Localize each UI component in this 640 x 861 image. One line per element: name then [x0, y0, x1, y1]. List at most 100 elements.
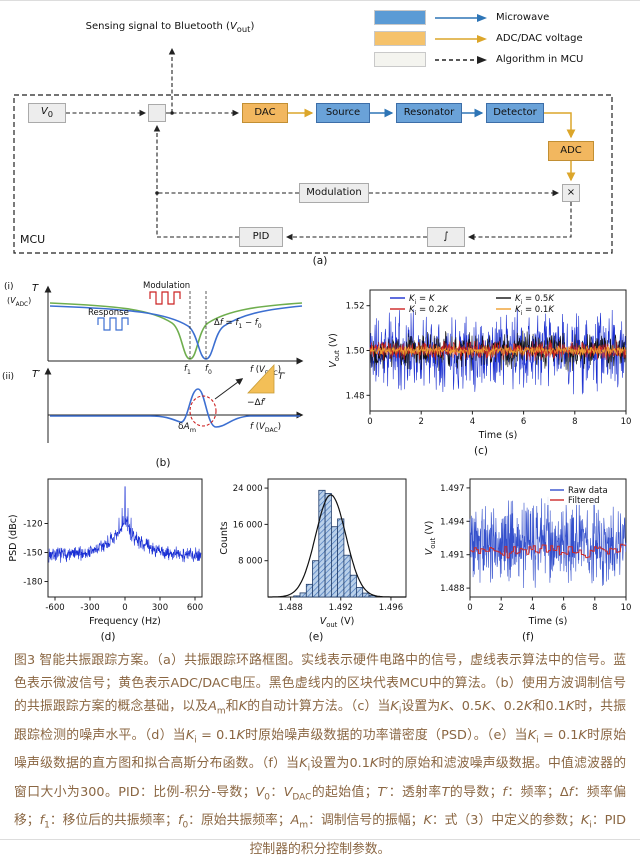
x-tick-label: 2 — [498, 603, 503, 613]
f-axis-label: f (VDAC) — [250, 422, 281, 434]
histogram-bar — [324, 493, 332, 598]
block-integrator: ∫ — [427, 227, 465, 247]
histogram-bar — [318, 489, 326, 598]
panel-e: 1.488 1.492 1.496 8 000 16 000 24 000 Vout (V)… — [218, 471, 414, 643]
y-axis-label: PSD (dBc) — [8, 514, 19, 561]
panel-f: 0 2 4 6 8 10 1.488 1.491 1.494 1.497 Time (s) Vout … — [422, 471, 634, 643]
x-axis-label: Frequency (Hz) — [89, 616, 161, 627]
legend-row-algorithm: Algorithm in MCU — [374, 49, 583, 70]
histogram-bar — [312, 560, 320, 598]
histogram-bar — [305, 583, 314, 598]
x-tick-label: 10 — [621, 417, 632, 427]
x-tick-label: 2 — [418, 417, 423, 427]
y-tick-label: 1.497 — [440, 484, 464, 494]
row-d-e-f: -600 -300 0 300 600 -120 -150 -180 Frequency (Hz… — [0, 471, 640, 643]
panel-a: Sensing signal to Bluetooth (Vout) Micro… — [0, 1, 640, 271]
y-tick-label: 16 000 — [233, 520, 263, 530]
legend-label: Algorithm in MCU — [496, 54, 584, 65]
zoom-circle — [189, 395, 217, 427]
panel-c-plot: 0 2 4 6 8 10 1.48 1.50 1.52 Time (s) Vout (V) Ki = … — [328, 289, 632, 441]
sensing-signal-label: Sensing signal to Bluetooth (Vout) — [85, 21, 255, 34]
delta-am-label: δAm — [178, 422, 196, 434]
block-detector: Detector — [486, 103, 544, 123]
panel-f-label: (f) — [522, 631, 534, 643]
y-axis-label: Vout (V) — [424, 521, 437, 556]
x-tick-label: 6 — [521, 417, 526, 427]
y-axis-label: Counts — [219, 521, 230, 554]
y-tick-label: 1.48 — [346, 391, 365, 401]
gaussian-fit — [268, 494, 406, 598]
block-multiplier: × — [562, 184, 580, 202]
x-tick-label: 1.492 — [329, 603, 353, 613]
x-tick-label: -300 — [80, 603, 99, 613]
x-tick-label: 10 — [621, 603, 632, 613]
y-tick-label: -180 — [23, 578, 42, 588]
block-adc: ADC — [548, 141, 594, 161]
legend-label: Microwave — [496, 12, 550, 23]
legend-row-adc-dac: ADC/DAC voltage — [374, 28, 583, 49]
figure-caption: 图3 智能共振跟踪方案。（a）共振跟踪环路框图。实线表示硬件电路中的信号，虚线表… — [14, 653, 627, 857]
block-pid: PID — [239, 227, 283, 247]
panel-f-plot: 0 2 4 6 8 10 1.488 1.491 1.494 1.497 Time (s) Vout … — [424, 478, 632, 627]
legend-swatch-microwave — [374, 10, 426, 25]
triangle-t-prime-label: T′ — [278, 372, 286, 382]
y-tick-label: -120 — [23, 519, 42, 529]
block-modulation: Modulation — [299, 183, 369, 203]
wire-detector-adc — [544, 112, 576, 139]
pointer-arrow — [214, 378, 244, 400]
legend-swatch-algorithm — [374, 52, 426, 67]
y-axis-label: Vout (V) — [328, 333, 341, 368]
wire-multiplier-integrator — [468, 202, 572, 241]
solid-arrow-icon — [435, 34, 487, 43]
legend-label: ADC/DAC voltage — [496, 33, 583, 44]
legend-entry: Ki = K — [409, 294, 436, 306]
x-axis-label: Vout (V) — [320, 616, 355, 627]
histogram-bar — [362, 592, 370, 598]
f1-label: f1 — [184, 364, 191, 376]
diagram-legend: Microwave ADC/DAC voltage Algorithm in M… — [374, 7, 583, 70]
y-tick-label: 1.50 — [346, 347, 365, 357]
psd-trace — [48, 486, 202, 563]
panel-c-label: (c) — [474, 445, 488, 457]
legend-bg — [546, 482, 623, 505]
histogram-bar — [355, 587, 364, 598]
histogram-bar — [331, 526, 339, 598]
x-axis-label: Time (s) — [528, 616, 568, 627]
filtered-series — [470, 543, 626, 559]
y-tick-label: 1.491 — [440, 551, 464, 561]
x-tick-label: 0 — [122, 603, 127, 613]
legend-entry: Ki = 0.1K — [515, 305, 555, 317]
panel-d: -600 -300 0 300 600 -120 -150 -180 Frequency (Hz… — [6, 471, 210, 643]
panel-b-label: (b) — [155, 457, 171, 469]
y-tick-label: 1.52 — [346, 302, 365, 312]
delta-f-label: Δf = f1 − f0 — [214, 318, 262, 330]
legend-entry: Filtered — [568, 496, 600, 506]
block-summing-junction — [148, 104, 166, 122]
legend-entry: Ki = 0.5K — [515, 294, 555, 306]
x-tick-label: 0 — [367, 417, 372, 427]
noise-series — [369, 344, 627, 357]
panel-d-plot: -600 -300 0 300 600 -120 -150 -180 Frequency (Hz… — [8, 478, 203, 627]
y-tick-label: 1.494 — [440, 517, 464, 527]
panel-d-label: (d) — [100, 631, 116, 643]
legend-entry: Ki = 0.2K — [409, 305, 449, 317]
subpanel-i-tag: (i) — [4, 282, 14, 292]
modulation-label: Modulation — [143, 281, 190, 291]
histogram-bar — [299, 592, 307, 598]
y-tick-label: -150 — [23, 549, 42, 559]
modulation-wave — [149, 291, 181, 305]
legend-row-microwave: Microwave — [374, 7, 583, 28]
solid-arrow-icon — [435, 13, 487, 22]
derivative-curve — [50, 388, 300, 428]
x-tick-label: 300 — [152, 603, 168, 613]
block-source: Source — [316, 103, 370, 123]
block-resonator: Resonator — [396, 103, 462, 123]
x-tick-label: -600 — [45, 603, 64, 613]
t-axis-label: T — [32, 283, 39, 294]
x-tick-label: 4 — [530, 603, 535, 613]
x-tick-label: 6 — [561, 603, 566, 613]
y-tick-label: 24 000 — [233, 484, 263, 494]
slope-triangle — [247, 363, 275, 394]
histogram-bar — [337, 518, 345, 598]
